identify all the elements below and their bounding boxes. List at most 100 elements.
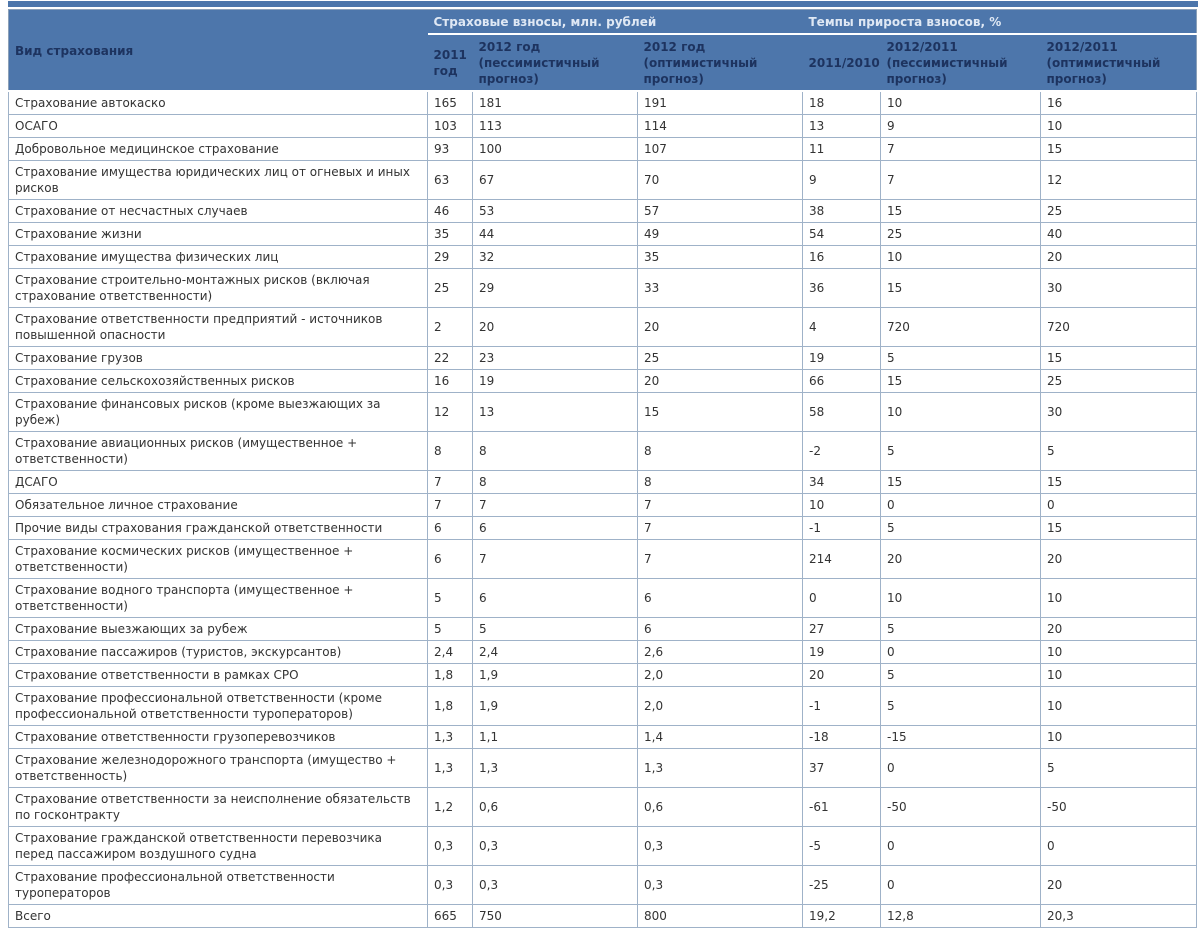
row-value: 1,3 — [427, 725, 473, 749]
table-row: Страхование выезжающих за рубеж 5 5 6 27… — [8, 617, 1198, 641]
row-value: 2,4 — [427, 640, 473, 664]
row-value: 13 — [472, 392, 638, 432]
row-value: 54 — [802, 222, 881, 246]
table-row: Страхование ответственности грузоперевоз… — [8, 725, 1198, 749]
row-value: 8 — [472, 470, 638, 494]
row-value: 1,8 — [427, 663, 473, 687]
table-row: Всего 665 750 800 19,2 12,8 20,3 — [8, 904, 1198, 928]
row-value: 12,8 — [880, 904, 1041, 928]
row-value: 9 — [880, 114, 1041, 138]
row-value: 35 — [637, 245, 803, 269]
row-value: 0,3 — [472, 865, 638, 905]
row-value: 0 — [880, 493, 1041, 517]
row-value: 6 — [427, 516, 473, 540]
row-value: 30 — [1039, 392, 1198, 432]
table-row: Страхование профессиональной ответственн… — [8, 686, 1198, 726]
row-label: Прочие виды страхования гражданской отве… — [8, 516, 428, 540]
table-header: Вид страхования Страховые взносы, млн. р… — [8, 9, 1197, 92]
row-value: 100 — [472, 137, 638, 161]
row-value: 20 — [880, 539, 1041, 579]
row-label: Страхование финансовых рисков (кроме вые… — [8, 392, 428, 432]
table-row: Страхование финансовых рисков (кроме вые… — [8, 392, 1198, 432]
row-value: 16 — [1039, 90, 1198, 115]
col-header-2011-2010: 2011/2010 — [802, 34, 881, 92]
row-value: 5 — [880, 516, 1041, 540]
row-value: 15 — [880, 268, 1041, 308]
row-value: 5 — [472, 617, 638, 641]
row-value: -15 — [880, 725, 1041, 749]
table-row: Страхование автокаско 165 181 191 18 10 … — [8, 90, 1198, 115]
row-label: Страхование сельскохозяйственных рисков — [8, 369, 428, 393]
row-value: 25 — [1039, 199, 1198, 223]
row-value: 20 — [1039, 245, 1198, 269]
row-value: 6 — [637, 578, 803, 618]
row-value: 12 — [1039, 160, 1198, 200]
row-value: 93 — [427, 137, 473, 161]
row-value: 165 — [427, 90, 473, 115]
row-value: 20 — [1039, 617, 1198, 641]
row-value: 1,9 — [472, 686, 638, 726]
row-value: 114 — [637, 114, 803, 138]
row-label: Страхование имущества юридических лиц от… — [8, 160, 428, 200]
row-value: -50 — [1039, 787, 1198, 827]
row-value: 214 — [802, 539, 881, 579]
table-row: Страхование от несчастных случаев 46 53 … — [8, 199, 1198, 223]
row-value: 720 — [1039, 307, 1198, 347]
row-label: Страхование водного транспорта (имуществ… — [8, 578, 428, 618]
row-value: 1,4 — [637, 725, 803, 749]
row-value: 7 — [472, 493, 638, 517]
col-header-2011: 2011 год — [427, 34, 473, 92]
row-value: 7 — [880, 160, 1041, 200]
row-value: 7 — [880, 137, 1041, 161]
row-value: 720 — [880, 307, 1041, 347]
table-row: Страхование строительно-монтажных рисков… — [8, 268, 1198, 308]
row-value: 113 — [472, 114, 638, 138]
row-value: 0,3 — [637, 865, 803, 905]
row-value: 25 — [427, 268, 473, 308]
table-row: ОСАГО 103 113 114 13 9 10 — [8, 114, 1198, 138]
row-value: 15 — [1039, 137, 1198, 161]
row-value: 57 — [637, 199, 803, 223]
row-value: 46 — [427, 199, 473, 223]
row-value: 5 — [880, 346, 1041, 370]
row-label: Страхование имущества физических лиц — [8, 245, 428, 269]
table-row: Страхование жизни 35 44 49 54 25 40 — [8, 222, 1198, 246]
row-label: Страхование жизни — [8, 222, 428, 246]
table-row: Обязательное личное страхование 7 7 7 10… — [8, 493, 1198, 517]
table-row: Страхование водного транспорта (имуществ… — [8, 578, 1198, 618]
row-label: Страхование космических рисков (имуществ… — [8, 539, 428, 579]
col-header-2012-2011-optimistic: 2012/2011 (оптимистичный прогноз) — [1040, 34, 1197, 92]
row-value: 2,4 — [472, 640, 638, 664]
table-row: Страхование ответственности предприятий … — [8, 307, 1198, 347]
row-label: Добровольное медицинское страхование — [8, 137, 428, 161]
row-value: 20,3 — [1039, 904, 1198, 928]
row-value: 0,3 — [637, 826, 803, 866]
row-value: 10 — [1039, 725, 1198, 749]
row-value: 20 — [637, 307, 803, 347]
row-value: 10 — [880, 578, 1041, 618]
table-row: ДСАГО 7 8 8 34 15 15 — [8, 470, 1198, 494]
row-value: 53 — [472, 199, 638, 223]
row-value: 0 — [880, 865, 1041, 905]
row-value: 5 — [427, 617, 473, 641]
row-value: 18 — [802, 90, 881, 115]
row-value: 7 — [637, 539, 803, 579]
row-value: 5 — [1039, 431, 1198, 471]
row-label: Страхование пассажиров (туристов, экскур… — [8, 640, 428, 664]
row-value: 44 — [472, 222, 638, 246]
row-value: 0 — [1039, 493, 1198, 517]
row-value: 34 — [802, 470, 881, 494]
row-value: 2,0 — [637, 686, 803, 726]
row-label: Страхование выезжающих за рубеж — [8, 617, 428, 641]
row-value: 63 — [427, 160, 473, 200]
row-value: 49 — [637, 222, 803, 246]
row-value: 7 — [637, 493, 803, 517]
row-value: 9 — [802, 160, 881, 200]
table-row: Добровольное медицинское страхование 93 … — [8, 137, 1198, 161]
row-value: 15 — [880, 369, 1041, 393]
row-value: 0 — [802, 578, 881, 618]
row-value: 15 — [1039, 516, 1198, 540]
row-value: 20 — [637, 369, 803, 393]
table-body: Страхование автокаско 165 181 191 18 10 … — [8, 90, 1198, 928]
